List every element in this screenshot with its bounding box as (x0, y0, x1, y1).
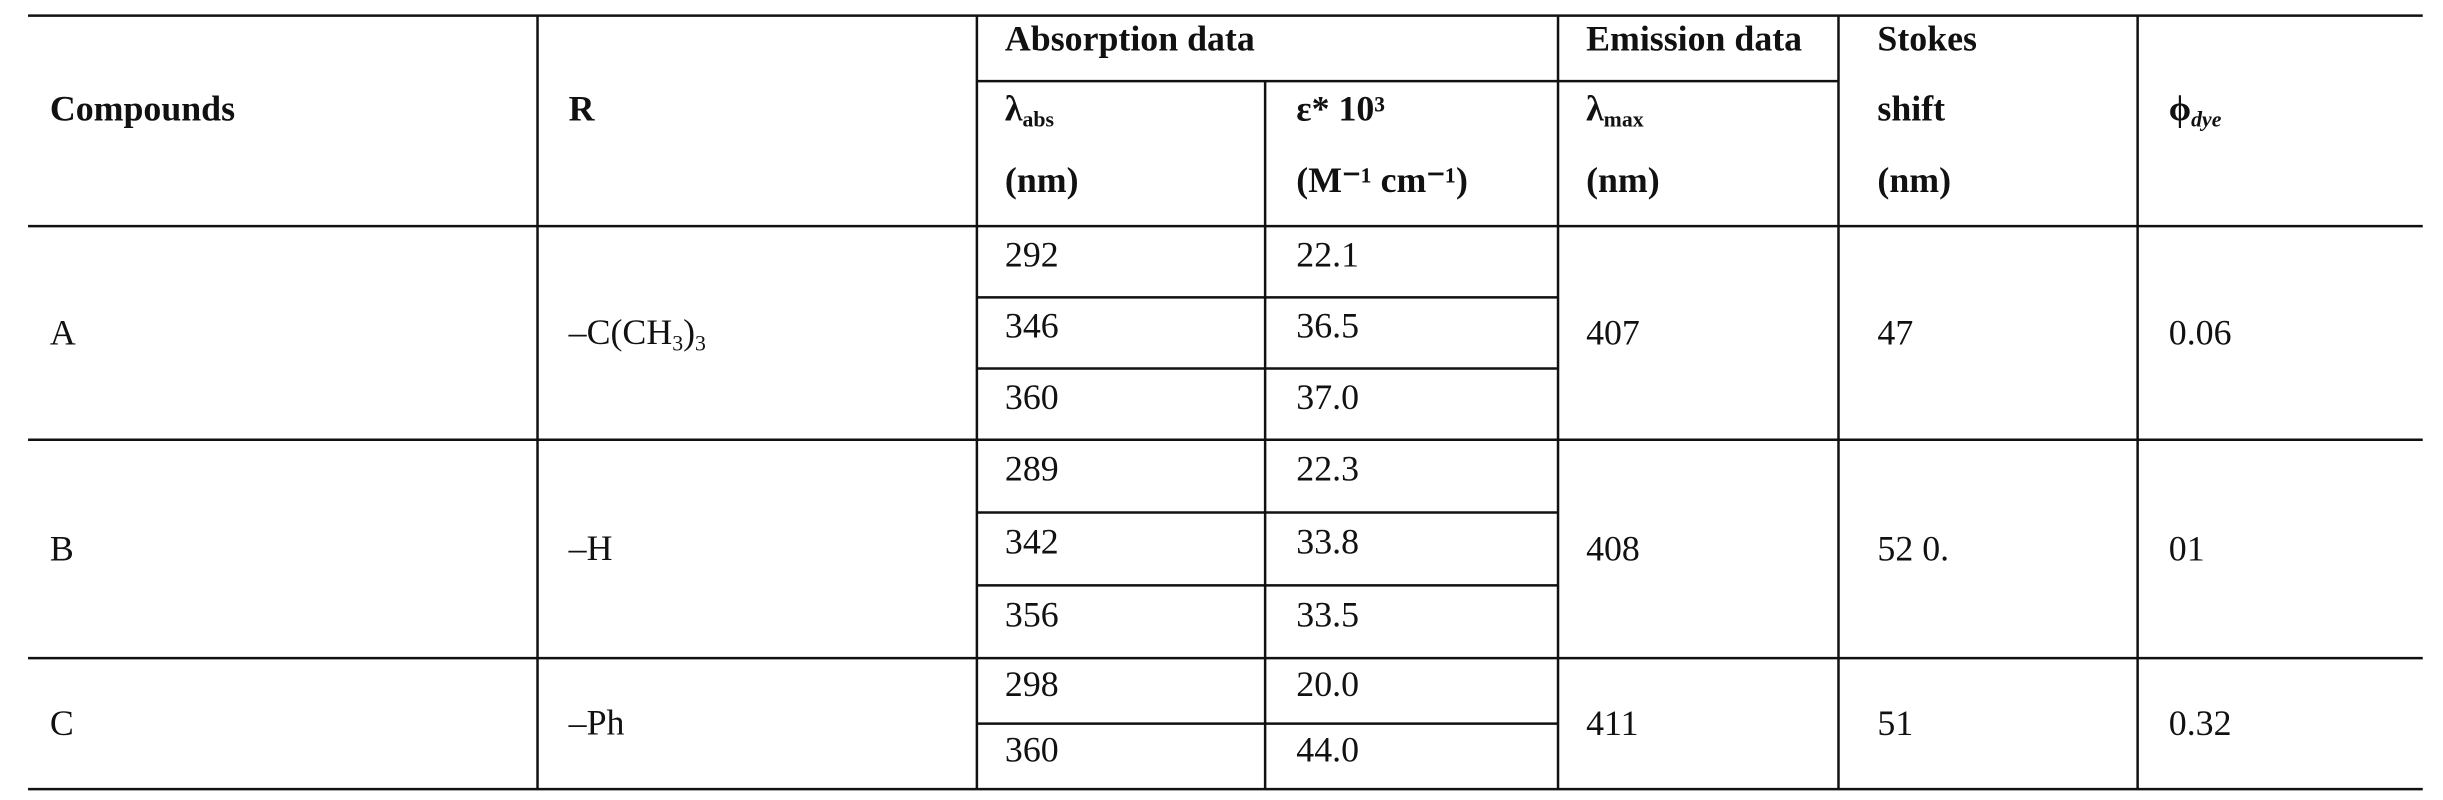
cell: 01 (2169, 528, 2205, 568)
cell: 37.0 (1296, 377, 1359, 417)
cell: 298 (1005, 664, 1059, 704)
cell: 33.8 (1296, 522, 1359, 562)
cell: 52 0. (1877, 528, 1949, 568)
cell: 289 (1005, 449, 1059, 489)
header-cell: Compounds (50, 89, 235, 129)
header-cell: (nm) (1877, 160, 1951, 200)
cell: 408 (1586, 528, 1640, 568)
text-run: ) (683, 312, 695, 352)
cell: 0.06 (2169, 312, 2232, 352)
header-cell: λabs (1005, 89, 1054, 132)
cell: 346 (1005, 306, 1059, 346)
cell: –C(CH3)3 (568, 312, 706, 355)
subscript: max (1604, 108, 1644, 132)
header-cell: ε* 10³ (1296, 89, 1385, 129)
symbol: λ (1586, 89, 1604, 129)
cell: 51 (1877, 703, 1913, 743)
header-cell: λmax (1586, 89, 1644, 132)
cell: C (50, 703, 74, 743)
header-cell: (nm) (1005, 160, 1079, 200)
cell: 36.5 (1296, 306, 1359, 346)
cell: –H (568, 528, 613, 568)
cell: 407 (1586, 312, 1640, 352)
cell: 47 (1877, 312, 1913, 352)
cell: A (50, 312, 76, 352)
cell: –Ph (568, 703, 625, 743)
header-cell: ϕdye (2169, 89, 2222, 132)
header-cell: Emission data (1586, 18, 1802, 58)
symbol: ϕ (2169, 89, 2191, 129)
subscript: abs (1023, 108, 1055, 132)
header-cell: R (569, 89, 596, 129)
cell: 360 (1005, 377, 1059, 417)
cell: 22.1 (1296, 234, 1359, 274)
header-cell: (nm) (1586, 160, 1660, 200)
cell: 342 (1005, 522, 1059, 562)
subscript: 3 (695, 331, 706, 355)
cell: 33.5 (1296, 594, 1359, 634)
cell: 360 (1005, 729, 1059, 769)
text-run: –H (568, 528, 613, 568)
cell: B (50, 528, 74, 568)
header-cell: shift (1877, 89, 1945, 129)
subscript: 3 (672, 331, 683, 355)
cell: 411 (1586, 703, 1638, 743)
cell: 44.0 (1296, 729, 1359, 769)
cell: 22.3 (1296, 449, 1359, 489)
header-cell: Stokes (1877, 18, 1977, 58)
subscript: dye (2191, 108, 2222, 132)
text-run: –C(CH (568, 312, 673, 352)
text-run: –Ph (568, 703, 625, 743)
cell: 292 (1005, 234, 1059, 274)
symbol: λ (1005, 89, 1023, 129)
header-cell: (M⁻¹ cm⁻¹) (1296, 160, 1468, 200)
cell: 356 (1005, 594, 1059, 634)
header-cell: Absorption data (1005, 18, 1255, 58)
cell: 20.0 (1296, 664, 1359, 704)
cell: 0.32 (2169, 703, 2232, 743)
